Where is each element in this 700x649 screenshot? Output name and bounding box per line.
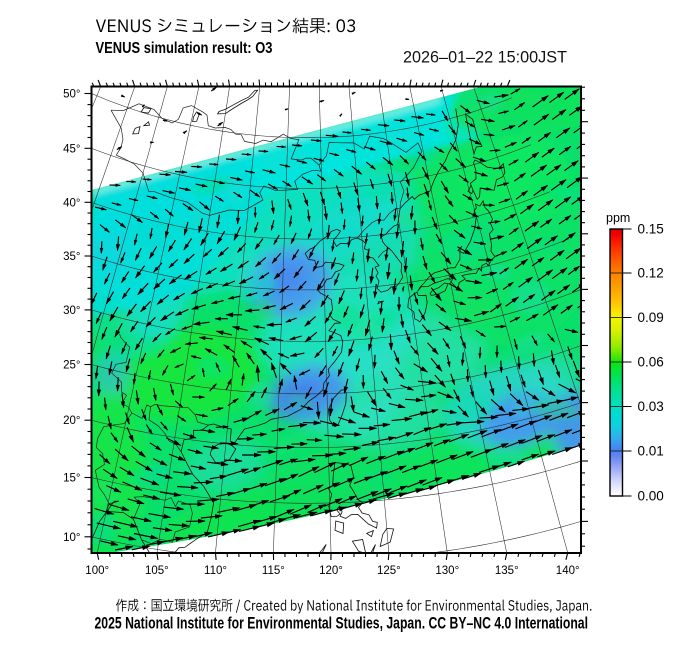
svg-text:20°: 20° xyxy=(63,415,80,427)
svg-text:VENUS simulation result: O3: VENUS simulation result: O3 xyxy=(96,40,273,57)
svg-text:2026–01–22 15:00JST: 2026–01–22 15:00JST xyxy=(403,48,567,67)
svg-text:0.01: 0.01 xyxy=(638,444,664,459)
svg-text:130°: 130° xyxy=(435,565,459,577)
svg-text:125°: 125° xyxy=(377,565,401,577)
svg-text:120°: 120° xyxy=(319,565,343,577)
svg-text:0.12: 0.12 xyxy=(638,266,664,281)
svg-text:135°: 135° xyxy=(495,565,519,577)
svg-text:ppm: ppm xyxy=(606,211,630,225)
svg-text:0.03: 0.03 xyxy=(638,399,664,414)
svg-text:35°: 35° xyxy=(63,251,80,263)
svg-text:105°: 105° xyxy=(145,565,169,577)
svg-text:40°: 40° xyxy=(63,197,80,209)
svg-text:2025 National Institute for En: 2025 National Institute for Environmenta… xyxy=(95,615,589,633)
svg-text:0.15: 0.15 xyxy=(638,222,664,237)
svg-text:30°: 30° xyxy=(63,305,80,317)
svg-text:0.00: 0.00 xyxy=(638,489,664,504)
svg-text:140°: 140° xyxy=(556,565,580,577)
svg-text:50°: 50° xyxy=(63,89,80,101)
svg-text:110°: 110° xyxy=(204,565,227,577)
svg-text:115°: 115° xyxy=(262,565,285,577)
svg-text:10°: 10° xyxy=(63,532,80,544)
svg-text:45°: 45° xyxy=(63,143,80,155)
svg-text:15°: 15° xyxy=(63,473,80,485)
svg-text:100°: 100° xyxy=(85,565,109,577)
svg-text:0.09: 0.09 xyxy=(638,310,664,325)
svg-text:0.06: 0.06 xyxy=(638,355,664,370)
svg-text:25°: 25° xyxy=(63,360,80,372)
